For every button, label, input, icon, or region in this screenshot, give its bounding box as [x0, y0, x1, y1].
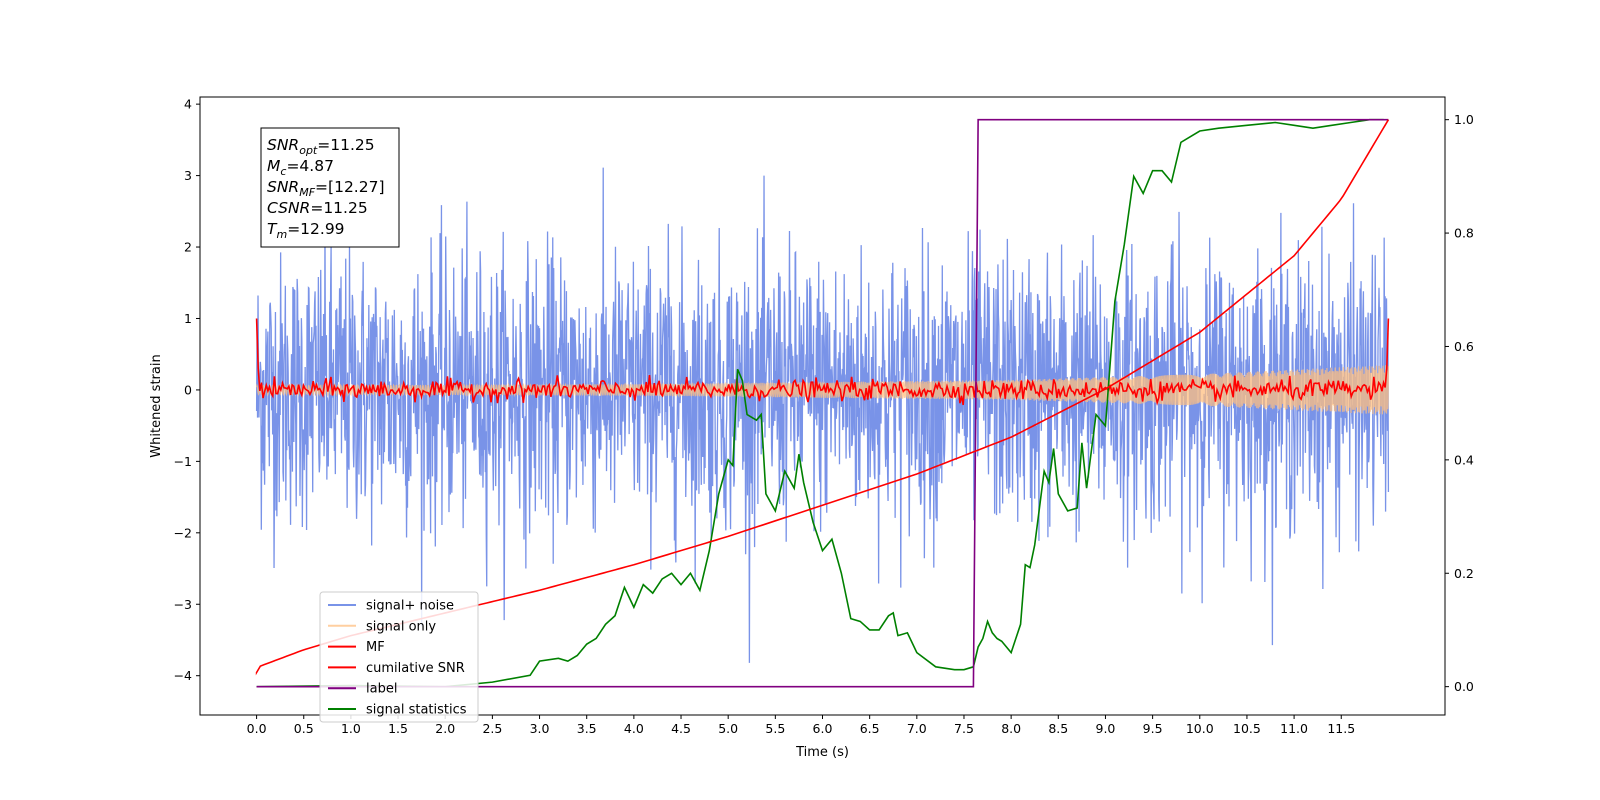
x-tick-label: 0.0 — [247, 721, 267, 736]
series-signal-statistics-line — [256, 118, 1384, 688]
y-tick-label: 4 — [184, 97, 192, 112]
x-tick-label: 10.0 — [1186, 721, 1214, 736]
annotation-line: Mc=4.87 — [267, 157, 334, 178]
series-label-line — [256, 118, 1389, 688]
x-tick-label: 10.5 — [1233, 721, 1261, 736]
y-tick-label: 1 — [184, 311, 192, 326]
x-tick-label: 11.5 — [1327, 721, 1355, 736]
y2-tick-label: 0.4 — [1454, 452, 1474, 467]
legend-entry-label: MF — [366, 640, 385, 655]
legend: signal+ noise signal only MF cumilative SNR… — [319, 591, 479, 723]
legend-entry-label: signal only — [366, 619, 436, 634]
x-axis-label: Time (s) — [795, 745, 849, 760]
x-tick-label: 7.0 — [907, 721, 927, 736]
x-tick-label: 8.0 — [1001, 721, 1021, 736]
x-tick-label: 5.5 — [765, 721, 785, 736]
annotation-frame — [260, 127, 400, 248]
x-tick-label: 8.5 — [1048, 721, 1068, 736]
x-tick-label: 2.5 — [482, 721, 502, 736]
x-tick-label: 2.0 — [435, 721, 455, 736]
y-tick-label: 0 — [184, 382, 192, 397]
annotation-line: SNRopt=11.25 — [267, 136, 375, 157]
y2-tick-label: 1.0 — [1454, 112, 1474, 127]
series-mf-line — [255, 318, 1390, 406]
x-tick-label: 6.0 — [813, 721, 833, 736]
legend-entry-label: signal statistics — [366, 703, 467, 718]
x-tick-label: 3.0 — [530, 721, 550, 736]
y2-tick-label: 0.6 — [1454, 339, 1474, 354]
x-tick-label: 1.0 — [341, 721, 361, 736]
annotation-line: Tm=12.99 — [267, 220, 345, 241]
y-axis-label: Whitened strain — [149, 354, 164, 457]
y-tick-label: 3 — [184, 168, 192, 183]
x-tick-label: 5.0 — [718, 721, 738, 736]
legend-frame — [319, 591, 479, 723]
x-tick-label: 11.0 — [1280, 721, 1308, 736]
x-tick-label: 7.5 — [954, 721, 974, 736]
x-tick-label: 4.0 — [624, 721, 644, 736]
y-tick-label: 2 — [184, 240, 192, 255]
y-tick-label: −2 — [174, 525, 192, 540]
x-tick-label: 1.5 — [388, 721, 408, 736]
annotation-line: SNRMF=[12.27] — [267, 178, 385, 199]
x-tick-label: 9.0 — [1096, 721, 1116, 736]
x-tick-label: 4.5 — [671, 721, 691, 736]
legend-entry-label: signal+ noise — [366, 599, 454, 614]
series-signal-only-line — [255, 365, 1390, 415]
y-tick-label: −4 — [174, 668, 192, 683]
y-tick-label: −3 — [174, 597, 192, 612]
x-tick-label: 9.5 — [1143, 721, 1163, 736]
x-tick-label: 6.5 — [860, 721, 880, 736]
y2-tick-label: 0.0 — [1454, 679, 1474, 694]
x-tick-label: 3.5 — [577, 721, 597, 736]
y2-tick-label: 0.8 — [1454, 226, 1474, 241]
legend-entry-label: cumilative SNR — [366, 661, 465, 676]
annotation-box: SNRopt=11.25Mc=4.87SNRMF=[12.27]CSNR=11.… — [260, 127, 400, 248]
legend-entry-label: label — [366, 682, 397, 697]
x-tick-label: 0.5 — [294, 721, 314, 736]
annotation-line: CSNR=11.25 — [267, 199, 368, 217]
y2-tick-label: 0.2 — [1454, 566, 1474, 581]
y-tick-label: −1 — [174, 454, 192, 469]
